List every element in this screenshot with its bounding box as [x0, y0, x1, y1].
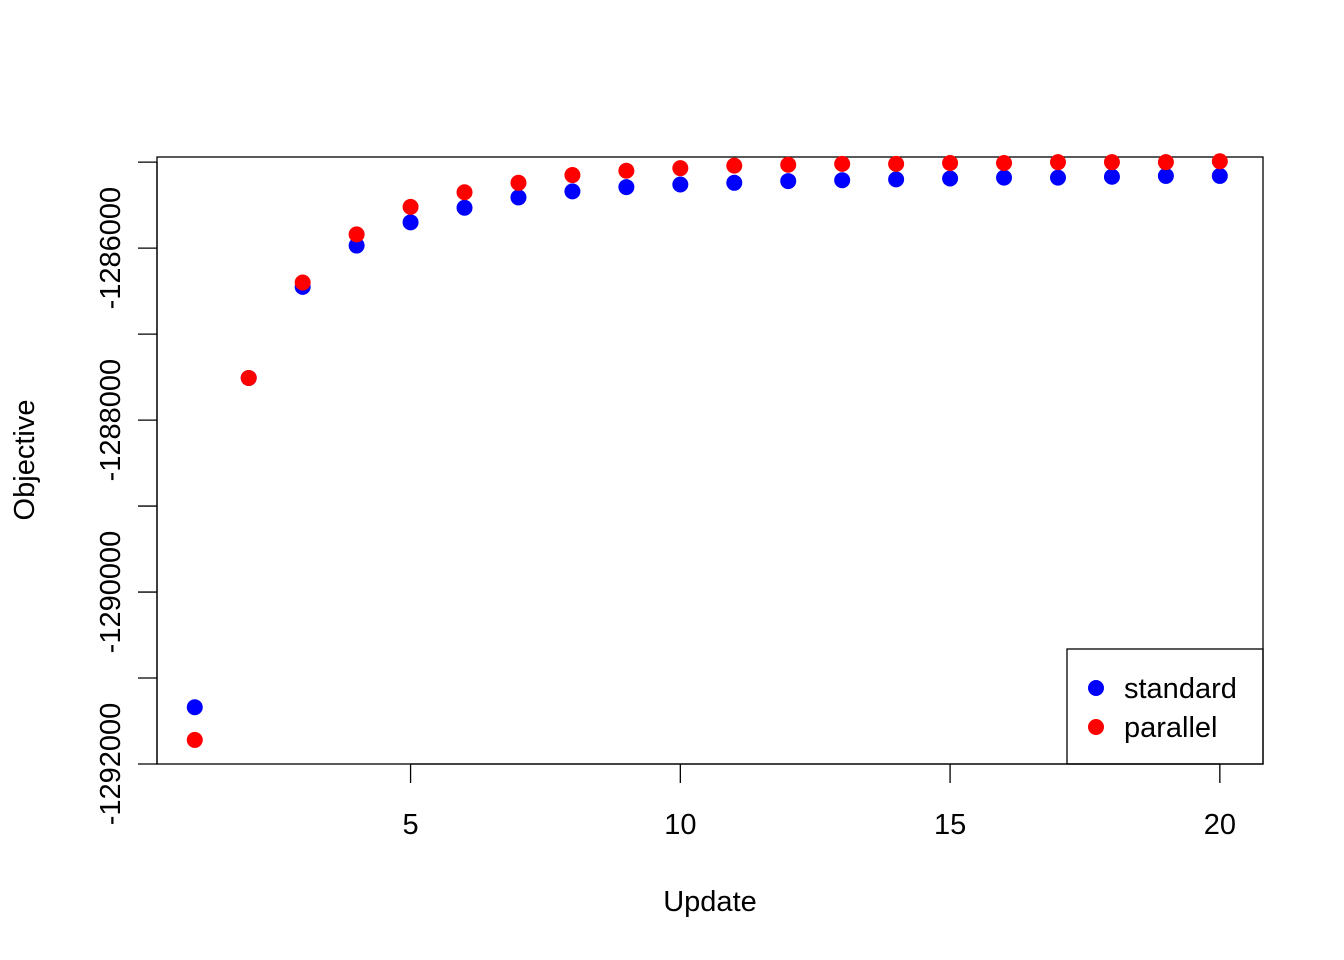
data-point-standard [348, 237, 365, 254]
data-point-parallel [672, 160, 689, 177]
legend-label-standard: standard [1124, 673, 1237, 705]
data-point-standard [510, 189, 527, 206]
data-point-standard [456, 199, 473, 216]
data-point-parallel [942, 155, 959, 172]
data-point-parallel [726, 157, 743, 174]
data-point-parallel [780, 156, 797, 173]
plot-area [156, 156, 1264, 765]
data-point-standard [672, 176, 689, 193]
data-point-parallel [996, 155, 1013, 172]
y-tick-label: -1288000 [95, 359, 127, 482]
legend-label-parallel: parallel [1124, 712, 1218, 744]
data-point-parallel [348, 226, 365, 243]
legend-box [1066, 648, 1264, 765]
data-point-standard [618, 179, 635, 196]
data-points [186, 153, 1228, 748]
data-point-standard [1103, 168, 1120, 185]
data-point-standard [834, 172, 851, 189]
data-point-standard [996, 169, 1013, 186]
data-point-parallel [1049, 154, 1066, 171]
y-axis-title: Objective [9, 400, 41, 521]
x-axis: 5 10 15 20 [403, 763, 1236, 841]
y-tick-label: -1292000 [95, 703, 127, 826]
x-tick-label: 10 [664, 809, 696, 841]
data-point-parallel [1211, 153, 1228, 170]
data-point-parallel [294, 274, 311, 291]
data-point-parallel [186, 731, 203, 748]
data-point-parallel [834, 155, 851, 172]
data-point-standard [1157, 167, 1174, 184]
y-axis: -1292000 -1290000 -1288000 -1286000 [95, 161, 158, 826]
data-point-standard [1049, 169, 1066, 186]
data-point-standard [780, 173, 797, 190]
data-point-parallel [564, 167, 581, 184]
legend: standard parallel [1066, 648, 1264, 765]
y-tick-label: -1290000 [95, 531, 127, 654]
x-axis-title: Update [663, 886, 757, 918]
x-tick-label: 15 [934, 809, 966, 841]
data-point-parallel [402, 198, 419, 215]
data-point-standard [186, 699, 203, 716]
data-point-parallel [618, 162, 635, 179]
data-point-parallel [1157, 154, 1174, 171]
data-point-parallel [888, 155, 905, 172]
data-point-standard [564, 183, 581, 200]
legend-marker-standard [1088, 680, 1104, 696]
legend-marker-parallel [1088, 719, 1104, 735]
data-point-parallel [456, 184, 473, 201]
x-tick-label: 20 [1204, 809, 1236, 841]
x-tick-label: 5 [403, 809, 419, 841]
data-point-standard [402, 214, 419, 231]
data-point-standard [942, 170, 959, 187]
data-point-standard [726, 174, 743, 191]
y-tick-label: -1286000 [95, 187, 127, 310]
data-point-parallel [510, 174, 527, 191]
data-point-standard [888, 171, 905, 188]
data-point-standard [1211, 167, 1228, 184]
data-point-parallel [1103, 154, 1120, 171]
data-point-parallel [240, 369, 257, 386]
